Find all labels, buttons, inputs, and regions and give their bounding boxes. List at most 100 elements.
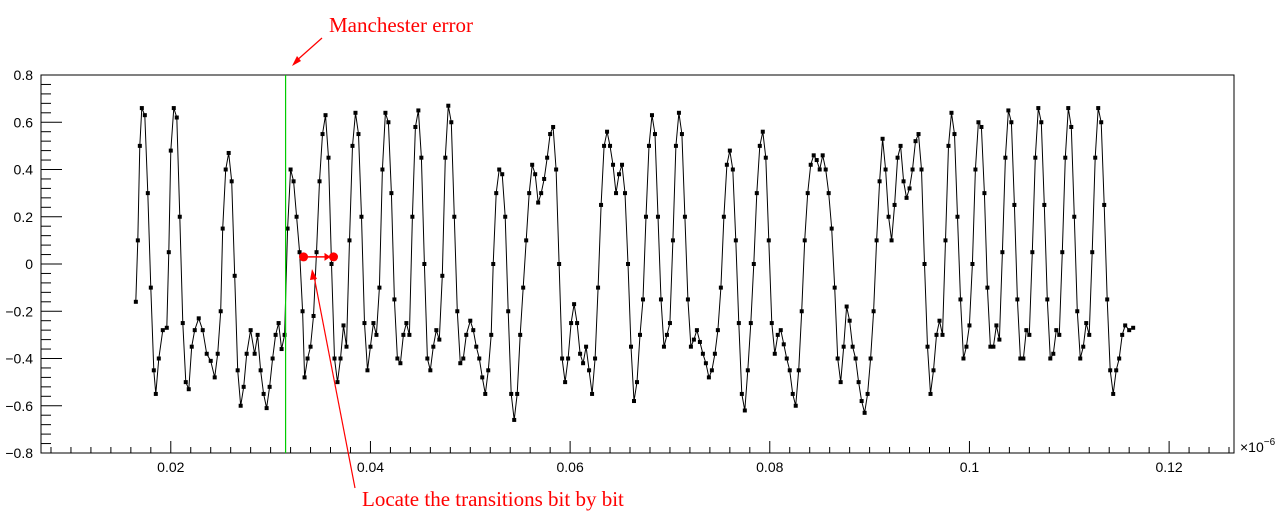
x-exponent-power: −6 bbox=[1264, 437, 1276, 448]
data-point bbox=[778, 328, 783, 333]
data-point bbox=[1066, 106, 1071, 111]
data-point bbox=[658, 297, 663, 302]
data-point bbox=[521, 285, 526, 290]
data-point bbox=[1033, 155, 1038, 160]
data-point bbox=[949, 110, 954, 115]
data-point bbox=[569, 321, 574, 326]
data-point bbox=[1096, 106, 1101, 111]
data-point bbox=[1131, 325, 1136, 330]
data-point bbox=[446, 103, 451, 108]
data-point bbox=[973, 167, 978, 172]
y-tick-label: −0.8 bbox=[5, 445, 33, 461]
data-point bbox=[775, 332, 780, 337]
data-point bbox=[503, 214, 508, 219]
data-point bbox=[483, 391, 488, 396]
annotation-arrowhead-bottom bbox=[310, 269, 317, 280]
x-tick-label: 0.12 bbox=[1155, 459, 1182, 475]
data-point bbox=[291, 179, 296, 184]
data-point bbox=[727, 148, 732, 153]
data-point bbox=[736, 321, 741, 326]
transition-marker bbox=[329, 252, 339, 262]
data-point bbox=[787, 368, 792, 373]
data-point bbox=[344, 344, 349, 349]
data-point bbox=[434, 328, 439, 333]
data-point bbox=[919, 167, 924, 172]
data-point bbox=[694, 328, 699, 333]
data-point bbox=[706, 375, 711, 380]
annotation-arrowhead-top bbox=[292, 56, 301, 66]
data-point bbox=[611, 162, 616, 167]
y-tick-label: 0 bbox=[25, 256, 33, 272]
data-point bbox=[886, 214, 891, 219]
data-point bbox=[718, 285, 723, 290]
data-point bbox=[241, 384, 246, 389]
y-tick-label: 0.6 bbox=[14, 114, 34, 130]
data-point bbox=[329, 262, 334, 266]
data-point bbox=[536, 200, 541, 205]
data-point bbox=[826, 191, 831, 196]
data-point bbox=[599, 202, 604, 207]
annotation-locate-transitions: Locate the transitions bit by bit bbox=[362, 487, 624, 511]
data-point bbox=[389, 191, 394, 196]
data-point bbox=[626, 262, 631, 266]
data-point bbox=[572, 302, 577, 307]
data-point bbox=[1087, 332, 1092, 337]
x-exponent-base: ×10 bbox=[1240, 439, 1264, 455]
data-point bbox=[623, 191, 628, 196]
data-point bbox=[258, 368, 263, 373]
data-point bbox=[235, 368, 240, 373]
data-point bbox=[811, 153, 816, 158]
data-point bbox=[497, 167, 502, 172]
data-point bbox=[171, 106, 176, 111]
data-point bbox=[425, 356, 430, 361]
data-point bbox=[955, 214, 960, 219]
data-point bbox=[218, 309, 223, 314]
data-point bbox=[682, 214, 687, 219]
data-point bbox=[338, 356, 343, 361]
data-point bbox=[267, 384, 272, 389]
data-point bbox=[730, 167, 735, 172]
data-point bbox=[1030, 250, 1035, 255]
data-point bbox=[781, 342, 786, 347]
data-point bbox=[244, 351, 249, 356]
data-point bbox=[180, 321, 185, 326]
data-point bbox=[808, 162, 813, 167]
data-point bbox=[133, 299, 138, 304]
data-point bbox=[988, 344, 993, 349]
data-point bbox=[632, 399, 637, 404]
data-point bbox=[620, 162, 625, 167]
data-point bbox=[748, 321, 753, 326]
data-point bbox=[1063, 155, 1068, 160]
data-point bbox=[326, 155, 331, 160]
data-point bbox=[769, 321, 774, 326]
data-point bbox=[1105, 297, 1110, 302]
data-point bbox=[793, 403, 798, 408]
data-point bbox=[1018, 356, 1023, 361]
data-point bbox=[200, 328, 205, 333]
data-point bbox=[1123, 323, 1128, 328]
data-point bbox=[512, 417, 517, 422]
data-point bbox=[1114, 368, 1119, 373]
data-point bbox=[248, 328, 253, 333]
data-point bbox=[721, 214, 726, 219]
data-point bbox=[952, 132, 957, 137]
data-point bbox=[145, 191, 150, 196]
data-point bbox=[500, 172, 505, 177]
data-point bbox=[545, 155, 550, 160]
annotation-arrow-bottom bbox=[313, 275, 356, 489]
data-point bbox=[1081, 344, 1086, 349]
data-point bbox=[865, 391, 870, 396]
data-point bbox=[1048, 356, 1053, 361]
data-point bbox=[137, 143, 142, 148]
data-point bbox=[673, 143, 678, 148]
data-point bbox=[515, 391, 520, 396]
data-point bbox=[383, 110, 388, 115]
data-point bbox=[928, 391, 933, 396]
data-point bbox=[506, 309, 511, 314]
data-point bbox=[646, 143, 651, 148]
transition-markers bbox=[299, 252, 339, 262]
data-point bbox=[554, 167, 559, 172]
data-point bbox=[407, 332, 412, 337]
y-axis: −0.8 −0.6 −0.4 −0.2 0 0.2 0.4 0.6 0.8 bbox=[5, 67, 62, 461]
data-point bbox=[398, 361, 403, 366]
